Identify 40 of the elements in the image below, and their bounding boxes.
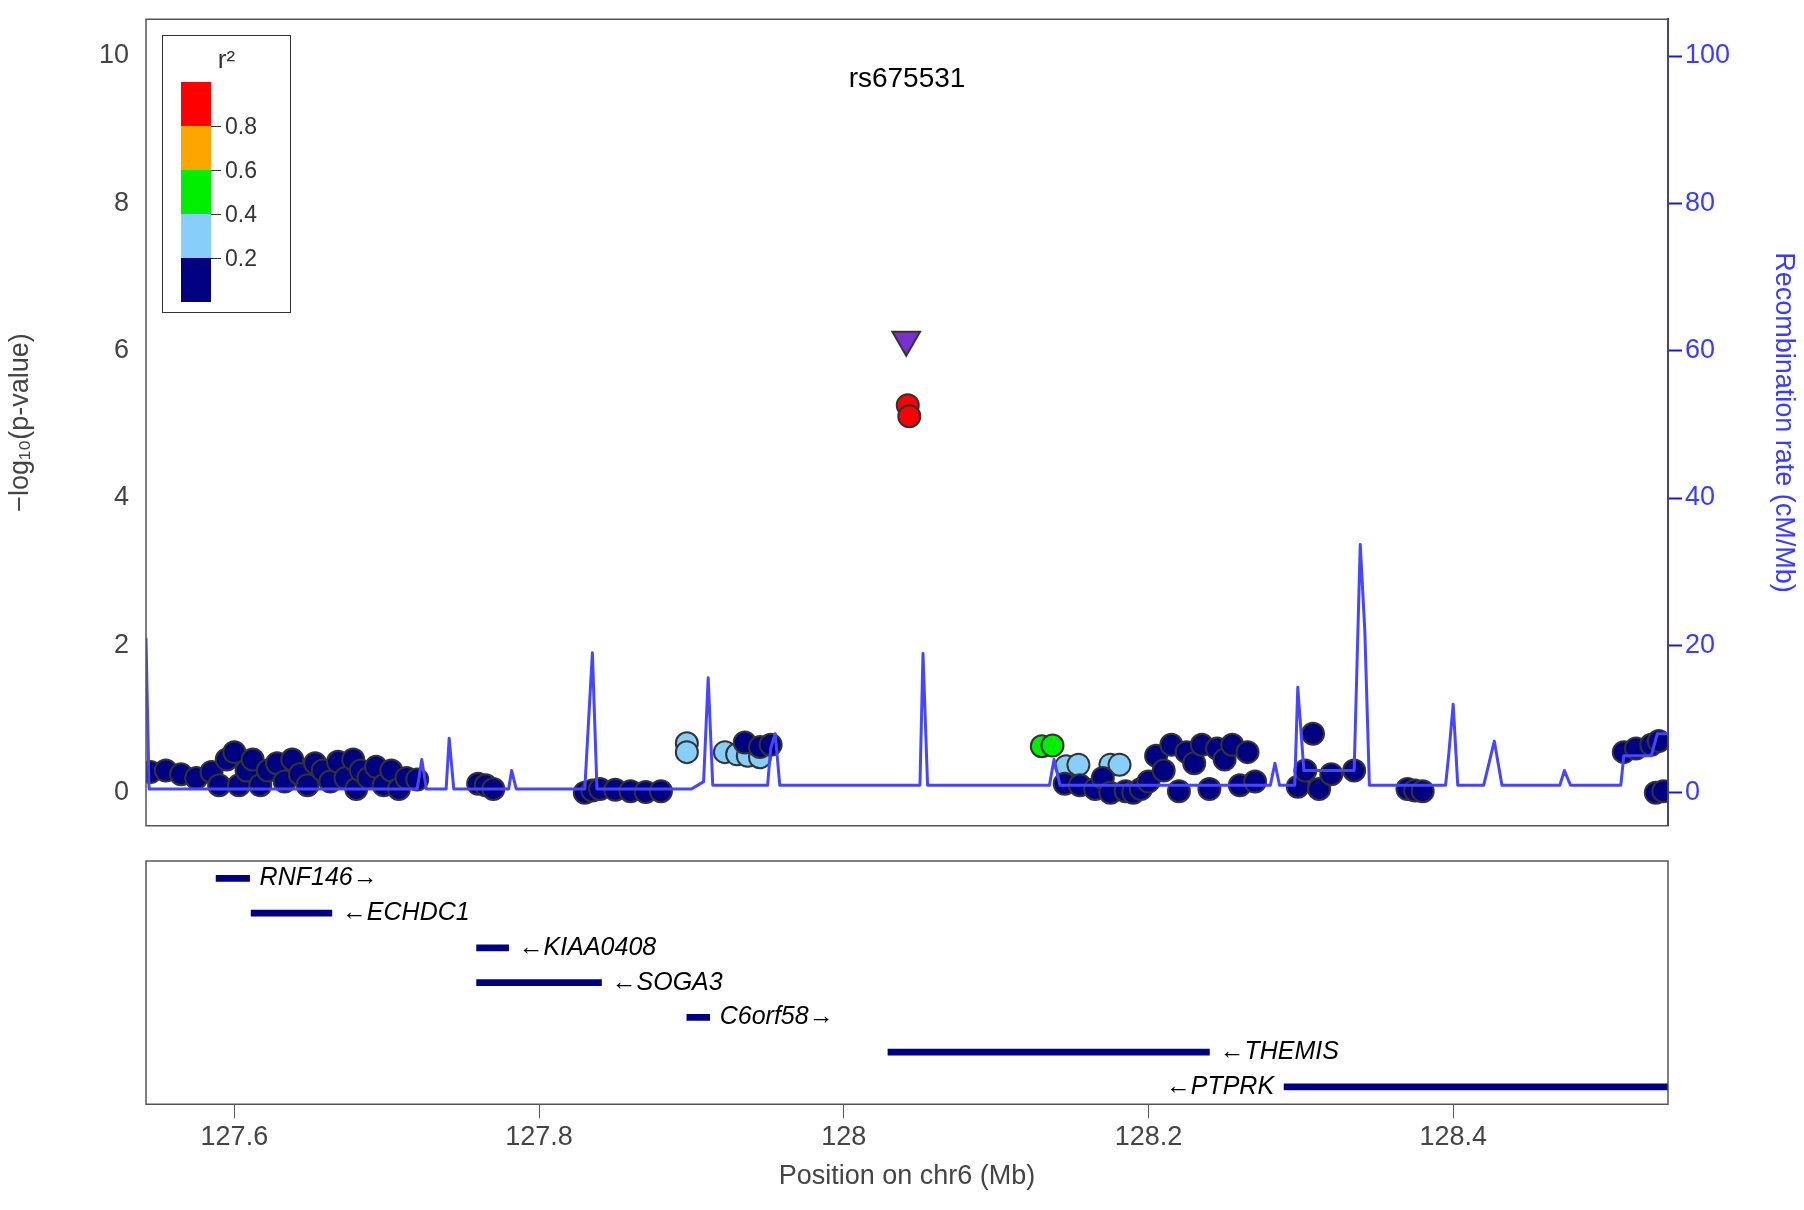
- bar: [250, 909, 333, 917]
- bar: [215, 875, 250, 882]
- annotation: 0.2: [225, 245, 257, 272]
- data-label: ←KIAA0408: [518, 931, 657, 960]
- annotation: 0.4: [225, 201, 257, 228]
- y-tick-label: 10: [98, 39, 129, 70]
- annotation: 0.8: [225, 113, 257, 140]
- y2-tick-label: 80: [1685, 186, 1716, 217]
- bar: [1283, 1083, 1668, 1091]
- y-tick-label: 6: [113, 334, 129, 365]
- bar: [476, 979, 602, 986]
- annotation: 0.6: [225, 157, 257, 184]
- annotation: rs675531: [848, 61, 966, 93]
- annotation: r²: [216, 44, 237, 76]
- y2-tick-label: 60: [1685, 334, 1716, 365]
- y-tick-label: 0: [113, 776, 129, 807]
- y2-axis-title: Recombination rate (cM/Mb): [1770, 252, 1801, 593]
- x-tick-label: 128.2: [1114, 1120, 1183, 1151]
- y2-tick-label: 100: [1685, 39, 1731, 70]
- y2-tick-label: 40: [1685, 481, 1716, 512]
- bar: [887, 1048, 1210, 1056]
- y-tick-label: 8: [113, 186, 129, 217]
- x-tick-label: 127.8: [505, 1120, 573, 1151]
- data-label: RNF146→: [259, 862, 378, 891]
- data-label: ←SOGA3: [611, 966, 723, 995]
- x-tick-label: 128.4: [1419, 1120, 1487, 1151]
- data-label: ←ECHDC1: [341, 897, 470, 926]
- y2-tick-label: 20: [1685, 628, 1716, 659]
- y-axis-title: −log₁₀(p-value): [3, 333, 34, 512]
- x-tick-label: 127.6: [200, 1120, 269, 1151]
- y2-tick-label: 0: [1685, 776, 1701, 807]
- data-label: C6orf58→: [719, 1001, 834, 1030]
- y-tick-label: 4: [113, 481, 129, 512]
- x-tick-label: 128: [821, 1120, 867, 1151]
- x-axis-title: Position on chr6 (Mb): [778, 1160, 1036, 1191]
- bar: [476, 944, 509, 952]
- y-tick-label: 2: [113, 628, 129, 659]
- data-label: ←PTPRK: [1165, 1070, 1276, 1099]
- data-label: ←THEMIS: [1219, 1036, 1340, 1065]
- bar: [686, 1014, 711, 1021]
